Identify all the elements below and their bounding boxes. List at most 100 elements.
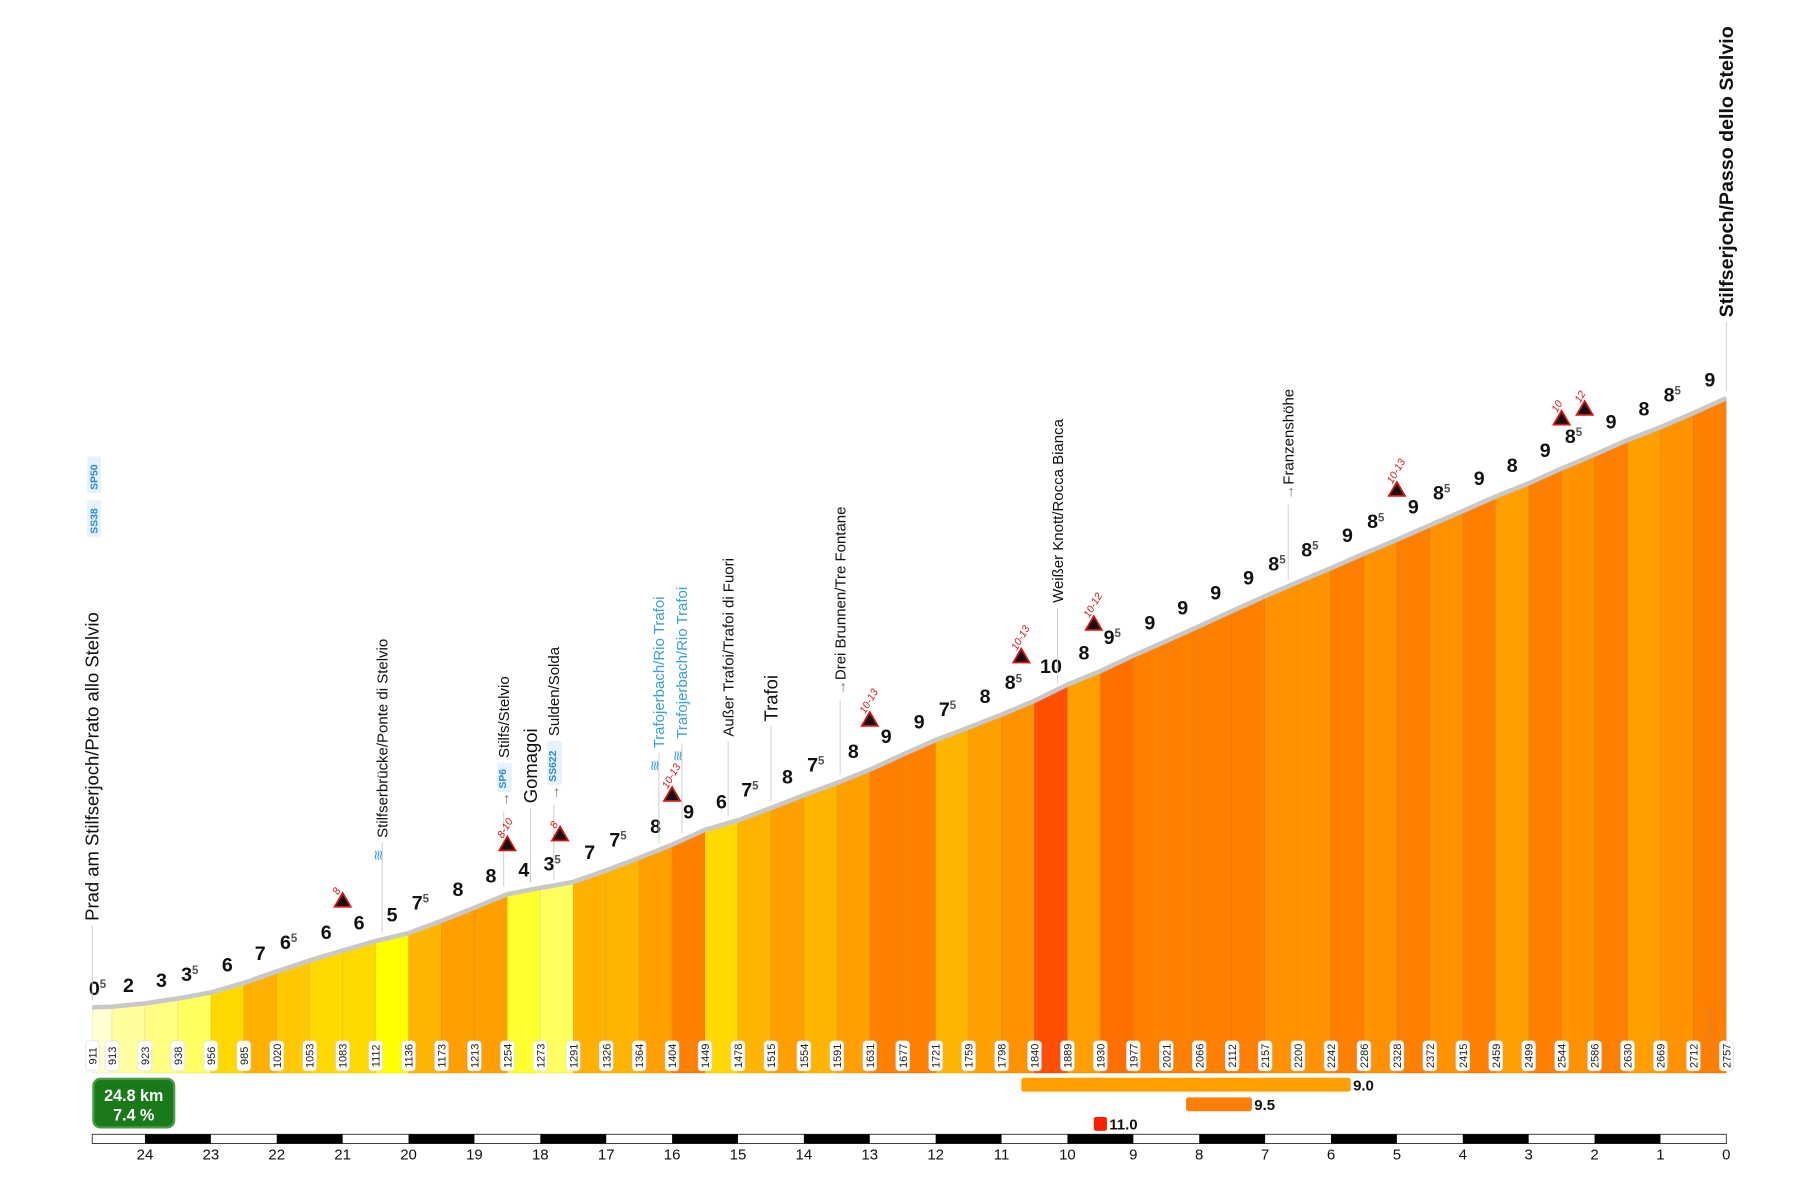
road-badge: SS38 [90, 508, 101, 534]
watermark: © cyclingcols [1705, 1007, 1716, 1068]
elevation-label: 2286 [1356, 1040, 1372, 1072]
profile-segment [836, 769, 871, 1074]
place-label: Weißer Knott/Rocca Bianca [1050, 418, 1067, 603]
gradient-label: 8 [848, 741, 859, 763]
elevation-value: 1631 [865, 1044, 877, 1068]
elevation-value: 1020 [272, 1044, 284, 1068]
gradient-label: 75 [412, 892, 430, 914]
elevation-label: 2459 [1488, 1040, 1503, 1072]
profile-segment [1363, 539, 1398, 1074]
km-tick-label: 11 [994, 1147, 1010, 1164]
elevation-value: 2200 [1293, 1044, 1305, 1068]
max-gradient-bar [1021, 1077, 1351, 1092]
profile-segment [1034, 684, 1068, 1074]
gradient-label: 8 [1639, 399, 1650, 421]
elevation-value: 1478 [733, 1044, 745, 1068]
profile-segment [1594, 439, 1628, 1074]
warning-gradient: 10-13 [858, 687, 881, 716]
gradient-label: 85 [1301, 540, 1319, 562]
elevation-value: 1053 [305, 1044, 317, 1068]
profile-segment [1198, 610, 1233, 1074]
profile-segment [1297, 567, 1332, 1074]
km-tick-label: 9 [1129, 1147, 1137, 1164]
distance-scale-bar: 24 23 22 21 20 19 18 17 16 15 14 13 12 11 10 9 8 7 6 5 4 3 2 1 0 [91, 1133, 1731, 1164]
hairpin-warning-sign: 12 [1573, 389, 1595, 416]
water-icon: ≋ [670, 750, 686, 762]
warning-triangle-icon [860, 710, 880, 727]
hairpin-warning-sign: 8 [331, 886, 353, 908]
elevation-label: 1591 [829, 1040, 845, 1072]
max-gradient-bars: 9.0 9.5 11.0 [1021, 1077, 1374, 1134]
scale-segment [1594, 1134, 1661, 1144]
gradient-label: 7 [255, 943, 266, 965]
km-tick-label: 7 [1261, 1147, 1269, 1164]
place-name: Sulden/Solda [546, 646, 563, 736]
scale-segment [408, 1134, 475, 1144]
km-tick-label: 1 [1656, 1147, 1664, 1164]
gradient-label: 75 [939, 699, 957, 721]
scale-segment [1331, 1134, 1397, 1144]
elevation-value: 1889 [1062, 1044, 1074, 1068]
scale-segment [1199, 1134, 1266, 1144]
elevation-value: 2586 [1590, 1044, 1602, 1068]
gradient-label: 9 [914, 712, 925, 734]
gradient-label: 75 [609, 829, 627, 851]
arrow-icon: → [496, 792, 513, 807]
elevation-label: 1759 [961, 1040, 976, 1072]
place-label: Trafoi [760, 675, 781, 721]
elevation-value: 1083 [338, 1044, 350, 1068]
place-name: Gomagoi [520, 728, 541, 803]
profile-segment [902, 739, 937, 1074]
place-label: →Franzenshöhe [1280, 389, 1297, 500]
km-tick-label: 3 [1525, 1147, 1533, 1164]
gradient-label: 9 [1144, 613, 1155, 635]
gradient-label: 10 [1040, 656, 1062, 678]
gradient-label: 9 [1210, 582, 1221, 604]
profile-segments [91, 397, 1727, 1074]
gradient-label: 9 [1474, 468, 1485, 490]
place-label: Außer Trafoi/Trafoi di Fuori [720, 558, 737, 737]
km-tick-label: 20 [400, 1147, 417, 1164]
gradient-label: 4 [518, 859, 529, 881]
gradient-label: 95 [1104, 627, 1122, 649]
warning-gradient: 10-13 [1385, 457, 1408, 486]
arrow-icon: → [546, 785, 563, 800]
elevation-label: 1364 [631, 1040, 647, 1072]
warning-triangle-icon [1084, 614, 1104, 631]
elevation-value: 2286 [1359, 1044, 1371, 1068]
km-tick-label: 19 [466, 1147, 483, 1164]
gradient-label: 9 [1704, 370, 1715, 392]
summary-length: 24.8 km [104, 1087, 163, 1105]
elevation-label: 938 [170, 1040, 186, 1072]
warning-gradient: 10 [1550, 399, 1565, 415]
gradient-label: 3 [156, 970, 167, 992]
elevation-value: 2242 [1326, 1044, 1338, 1068]
profile-segment [1462, 495, 1497, 1074]
elevation-label: 2242 [1323, 1040, 1339, 1072]
place-name: Prad am Stilfserjoch/Prato allo Stelvio [82, 612, 103, 921]
km-tick-label: 2 [1590, 1147, 1598, 1164]
gradient-label: 8 [485, 866, 496, 888]
profile-segment [1693, 397, 1727, 1074]
elevation-value: 1515 [766, 1044, 778, 1068]
elevation-label: 1213 [467, 1040, 482, 1072]
warning-triangle-icon [1387, 480, 1407, 497]
max-gradient-value: 11.0 [1109, 1117, 1137, 1134]
elevation-label: 1053 [302, 1040, 317, 1072]
elevation-label: 1404 [664, 1040, 680, 1072]
scale-segment [672, 1134, 738, 1144]
profile-segment [671, 829, 706, 1074]
elevation-value: 2415 [1458, 1044, 1470, 1068]
elevation-value: 1591 [832, 1044, 844, 1068]
km-tick-label: 13 [861, 1147, 878, 1164]
hairpin-warning-sign: 8 [549, 820, 570, 842]
elevation-value: 2544 [1557, 1044, 1569, 1068]
gradient-label: 05 [89, 978, 107, 1000]
scale-segment [803, 1134, 870, 1144]
gradient-label: 5 [387, 905, 398, 927]
km-tick-label: 0 [1722, 1147, 1730, 1164]
profile-segment [968, 714, 1002, 1074]
profile-segment [803, 782, 838, 1074]
profile-segment [704, 819, 739, 1074]
hairpin-warning-sign: 10-12 [1082, 591, 1105, 631]
